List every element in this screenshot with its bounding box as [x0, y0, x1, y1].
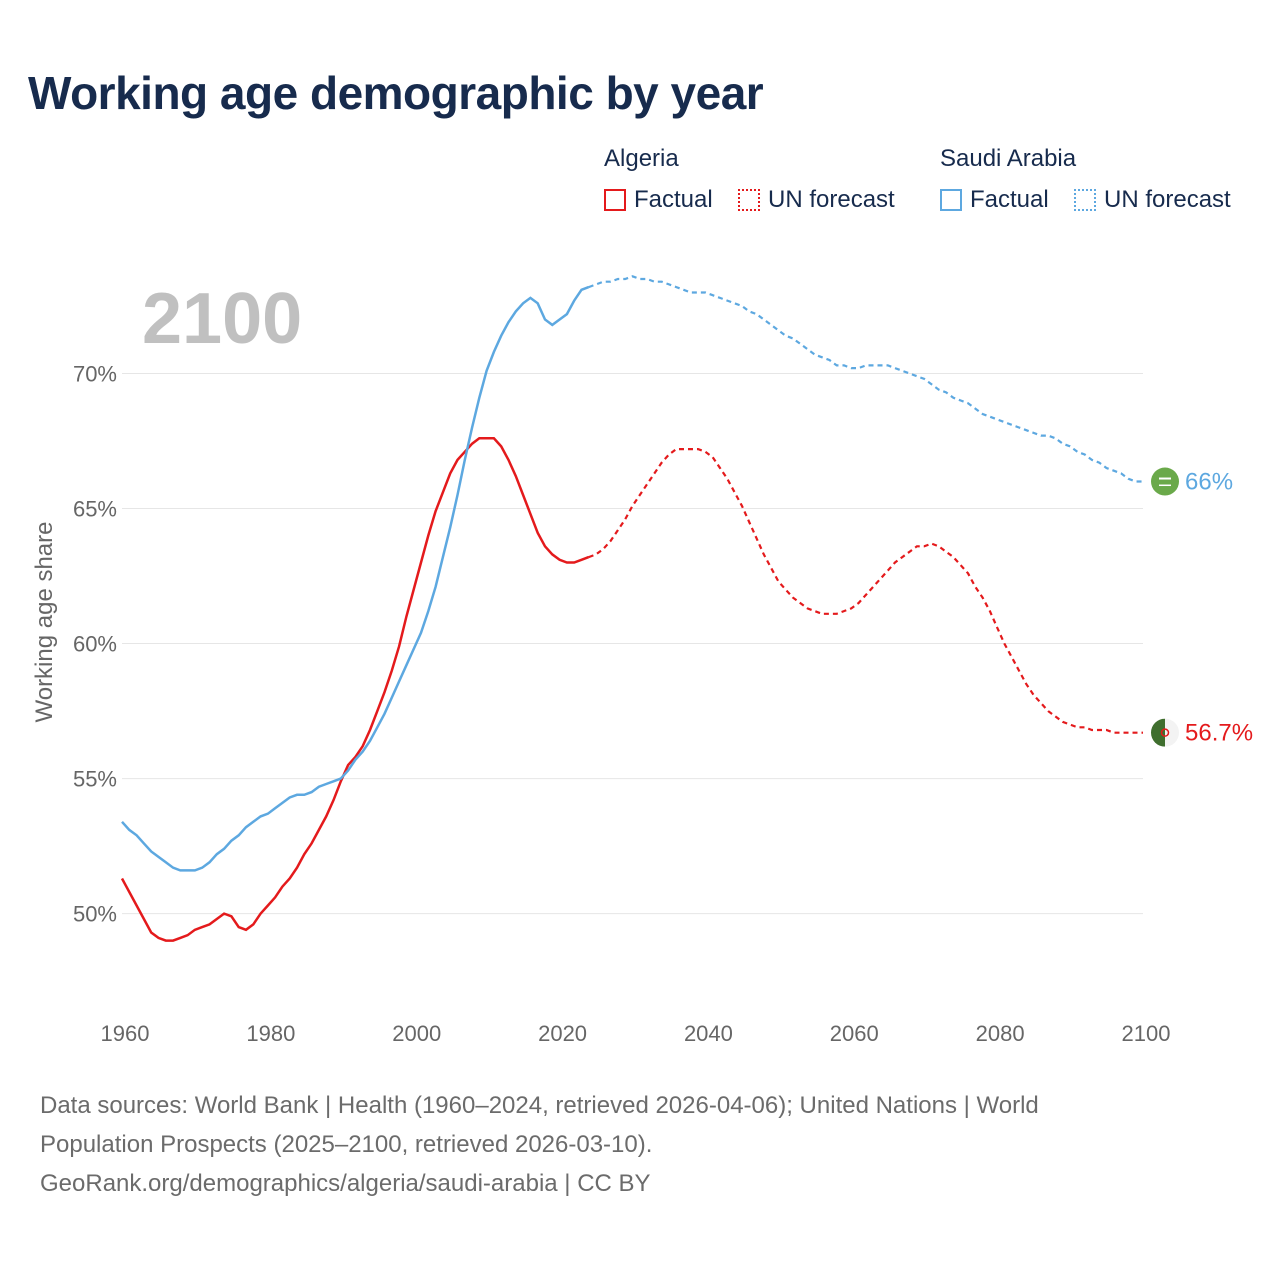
- x-tick-label: 2100: [1122, 1021, 1171, 1046]
- gridlines: [122, 373, 1143, 915]
- y-tick-label: 60%: [73, 632, 117, 657]
- chart-title: Working age demographic by year: [28, 67, 764, 119]
- y-tick-label: 50%: [73, 902, 117, 927]
- legend-algeria-forecast[interactable]: UN forecast: [738, 186, 895, 214]
- legend-label: Factual: [634, 186, 713, 213]
- saudi-arabia-forecast-line: [588, 275, 1143, 483]
- y-axis-ticks: 50% 55% 60% 65% 70%: [73, 362, 117, 927]
- x-tick-label: 2020: [538, 1021, 587, 1046]
- y-tick-label: 65%: [73, 497, 117, 522]
- saudi-arabia-end-value: 66%: [1185, 469, 1233, 496]
- current-year-label: 2100: [142, 279, 302, 359]
- y-tick-label: 55%: [73, 767, 117, 792]
- legend-label: UN forecast: [1104, 186, 1231, 213]
- legend-swatch-icon: [1074, 189, 1096, 211]
- y-axis-label: Working age share: [31, 522, 58, 723]
- legend-swatch-icon: [604, 189, 626, 211]
- attribution-link[interactable]: GeoRank.org/demographics/algeria/saudi-a…: [40, 1170, 651, 1197]
- x-tick-label: 2080: [976, 1021, 1025, 1046]
- x-tick-label: 1960: [101, 1021, 150, 1046]
- algeria-end-value: 56.7%: [1185, 720, 1253, 747]
- legend-saudi-factual[interactable]: Factual: [940, 186, 1049, 214]
- algeria-flag-icon: [1151, 718, 1179, 747]
- y-tick-label: 70%: [73, 362, 117, 387]
- legend-swatch-icon: [940, 189, 962, 211]
- legend-group-saudi-arabia: Saudi Arabia: [940, 145, 1077, 172]
- x-tick-label: 2040: [684, 1021, 733, 1046]
- x-tick-label: 2000: [392, 1021, 441, 1046]
- saudi-arabia-factual-line: [121, 285, 590, 872]
- legend-group-algeria: Algeria: [604, 145, 679, 172]
- legend-saudi-forecast[interactable]: UN forecast: [1074, 186, 1231, 214]
- x-tick-label: 2060: [830, 1021, 879, 1046]
- x-tick-label: 1980: [246, 1021, 295, 1046]
- legend-label: Factual: [970, 186, 1049, 213]
- legend-label: UN forecast: [768, 186, 895, 213]
- source-line-1: Data sources: World Bank | Health (1960–…: [40, 1092, 1039, 1119]
- legend-swatch-icon: [738, 189, 760, 211]
- legend-algeria-factual[interactable]: Factual: [604, 186, 713, 214]
- series-lines: [120, 275, 1143, 942]
- x-axis-ticks: 1960 1980 2000 2020 2040 2060 2080 2100: [101, 1021, 1171, 1046]
- algeria-factual-line: [120, 437, 590, 942]
- source-line-2: Population Prospects (2025–2100, retriev…: [40, 1131, 653, 1158]
- footer: Data sources: World Bank | Health (1960–…: [40, 1086, 1220, 1203]
- end-markers: 56.7% 66%: [1151, 467, 1253, 747]
- saudi-arabia-flag-icon: [1151, 467, 1179, 496]
- algeria-forecast-line: [588, 448, 1143, 734]
